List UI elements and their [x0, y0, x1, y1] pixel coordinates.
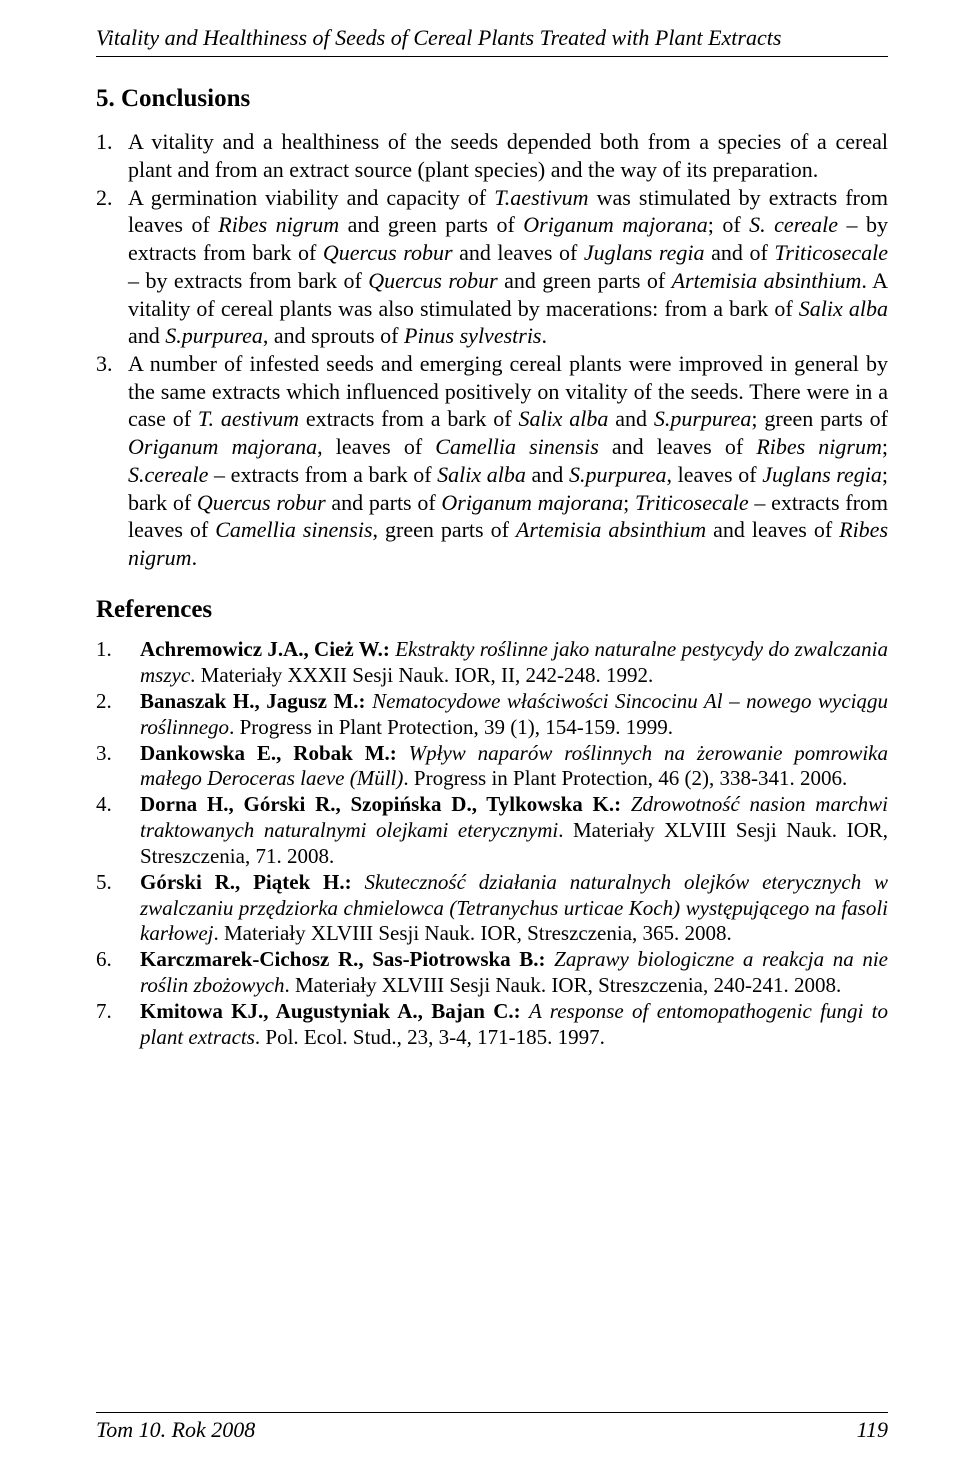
reference-number: 5. [96, 870, 140, 947]
reference-item: 2.Banaszak H., Jagusz M.: Nematocydowe w… [96, 689, 888, 741]
reference-text: Achremowicz J.A., Cież W.: Ekstrakty roś… [140, 637, 888, 689]
reference-text: Kmitowa KJ., Augustyniak A., Bajan C.: A… [140, 999, 888, 1051]
reference-item: 3.Dankowska E., Robak M.: Wpływ naparów … [96, 741, 888, 793]
conclusion-number: 1. [96, 128, 128, 183]
conclusion-item: 2.A germination viability and capacity o… [96, 184, 888, 350]
reference-text: Górski R., Piątek H.: Skuteczność działa… [140, 870, 888, 947]
running-head: Vitality and Healthiness of Seeds of Cer… [96, 24, 888, 57]
reference-number: 6. [96, 947, 140, 999]
footer-page-number: 119 [857, 1416, 888, 1444]
reference-item: 6.Karczmarek-Cichosz R., Sas-Piotrowska … [96, 947, 888, 999]
conclusion-item: 3.A number of infested seeds and emergin… [96, 350, 888, 572]
reference-item: 5.Górski R., Piątek H.: Skuteczność dzia… [96, 870, 888, 947]
references-list: 1.Achremowicz J.A., Cież W.: Ekstrakty r… [96, 637, 888, 1050]
reference-item: 1.Achremowicz J.A., Cież W.: Ekstrakty r… [96, 637, 888, 689]
reference-number: 7. [96, 999, 140, 1051]
conclusion-number: 3. [96, 350, 128, 572]
conclusions-list: 1.A vitality and a healthiness of the se… [96, 128, 888, 572]
reference-number: 4. [96, 792, 140, 869]
conclusion-item: 1.A vitality and a healthiness of the se… [96, 128, 888, 183]
conclusions-heading: 5. Conclusions [96, 83, 888, 115]
page-footer: Tom 10. Rok 2008 119 [96, 1412, 888, 1444]
reference-text: Dankowska E., Robak M.: Wpływ naparów ro… [140, 741, 888, 793]
reference-number: 3. [96, 741, 140, 793]
reference-text: Banaszak H., Jagusz M.: Nematocydowe wła… [140, 689, 888, 741]
footer-volume: Tom 10. Rok 2008 [96, 1416, 255, 1444]
references-heading: References [96, 594, 888, 626]
reference-item: 4.Dorna H., Górski R., Szopińska D., Tyl… [96, 792, 888, 869]
conclusion-text: A vitality and a healthiness of the seed… [128, 128, 888, 183]
reference-text: Karczmarek-Cichosz R., Sas-Piotrowska B.… [140, 947, 888, 999]
reference-number: 1. [96, 637, 140, 689]
conclusion-text: A germination viability and capacity of … [128, 184, 888, 350]
conclusion-text: A number of infested seeds and emerging … [128, 350, 888, 572]
reference-item: 7.Kmitowa KJ., Augustyniak A., Bajan C.:… [96, 999, 888, 1051]
conclusion-number: 2. [96, 184, 128, 350]
reference-number: 2. [96, 689, 140, 741]
reference-text: Dorna H., Górski R., Szopińska D., Tylko… [140, 792, 888, 869]
